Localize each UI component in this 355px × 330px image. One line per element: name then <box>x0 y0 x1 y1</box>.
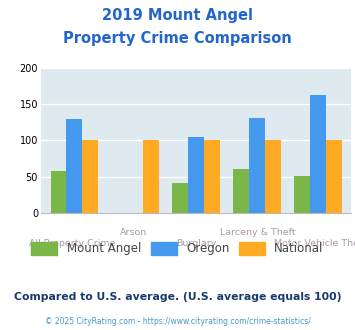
Bar <box>173 183 188 213</box>
Bar <box>204 140 220 213</box>
Text: Burglary: Burglary <box>176 239 216 248</box>
Bar <box>143 140 159 213</box>
Bar <box>265 140 281 213</box>
Text: Compared to U.S. average. (U.S. average equals 100): Compared to U.S. average. (U.S. average … <box>14 292 341 302</box>
Bar <box>82 140 98 213</box>
Text: 2019 Mount Angel: 2019 Mount Angel <box>102 8 253 23</box>
Bar <box>66 119 82 213</box>
Text: Motor Vehicle Theft: Motor Vehicle Theft <box>274 239 355 248</box>
Text: © 2025 CityRating.com - https://www.cityrating.com/crime-statistics/: © 2025 CityRating.com - https://www.city… <box>45 317 310 326</box>
Text: All Property Crime: All Property Crime <box>29 239 115 248</box>
Bar <box>50 172 66 213</box>
Bar <box>188 137 204 213</box>
Bar <box>294 176 310 213</box>
Text: Arson: Arson <box>120 228 148 237</box>
Bar <box>249 118 265 213</box>
Bar <box>310 94 326 213</box>
Legend: Mount Angel, Oregon, National: Mount Angel, Oregon, National <box>27 237 328 260</box>
Text: Property Crime Comparison: Property Crime Comparison <box>63 31 292 46</box>
Bar <box>233 169 249 213</box>
Text: Larceny & Theft: Larceny & Theft <box>220 228 296 237</box>
Bar <box>326 140 342 213</box>
